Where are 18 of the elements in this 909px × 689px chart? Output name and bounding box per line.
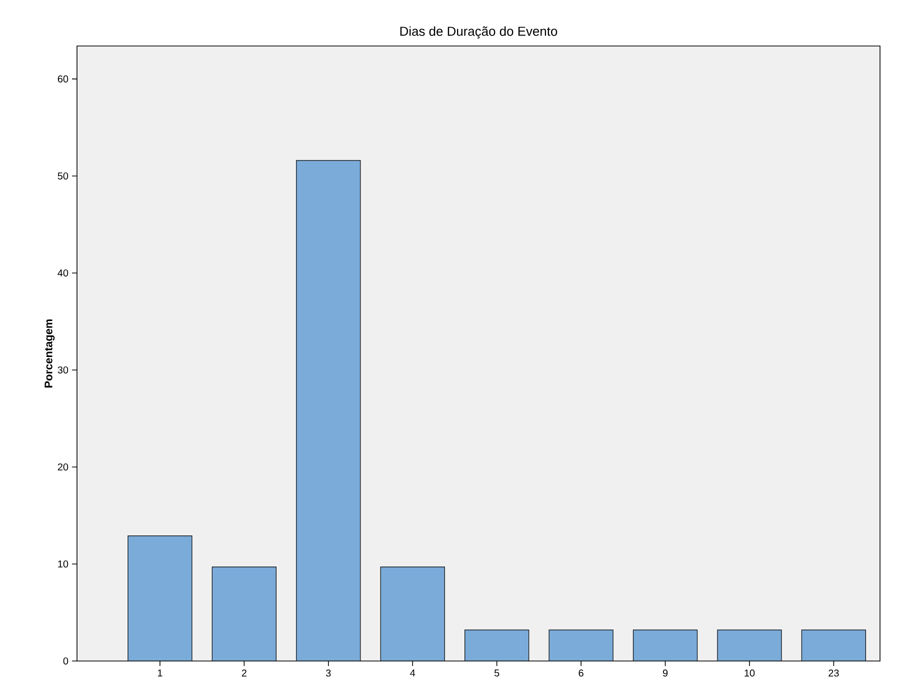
- x-tick-label: 9: [662, 670, 668, 677]
- x-tick-label: 3: [326, 670, 331, 677]
- x-tick-label: 2: [242, 670, 246, 676]
- y-tick-label: 20: [58, 463, 68, 470]
- x-tick-label: 4: [410, 670, 416, 676]
- y-axis-title: Porcentagem: [44, 319, 55, 388]
- x-tick-label: 1: [158, 670, 162, 676]
- chart-title: Dias de Duração do Evento: [400, 26, 558, 38]
- x-tick-label: 23: [828, 670, 839, 677]
- y-tick-label: 40: [58, 269, 68, 276]
- y-tick-label: 10: [58, 560, 68, 568]
- x-tick-label: 6: [578, 670, 584, 677]
- x-tick-label: 5: [494, 670, 500, 676]
- y-tick-label: 30: [58, 366, 68, 374]
- y-tick-label: 0: [63, 657, 68, 665]
- y-tick-label: 50: [58, 172, 68, 180]
- y-tick-label: 60: [58, 75, 68, 82]
- x-tick-label: 10: [744, 670, 755, 677]
